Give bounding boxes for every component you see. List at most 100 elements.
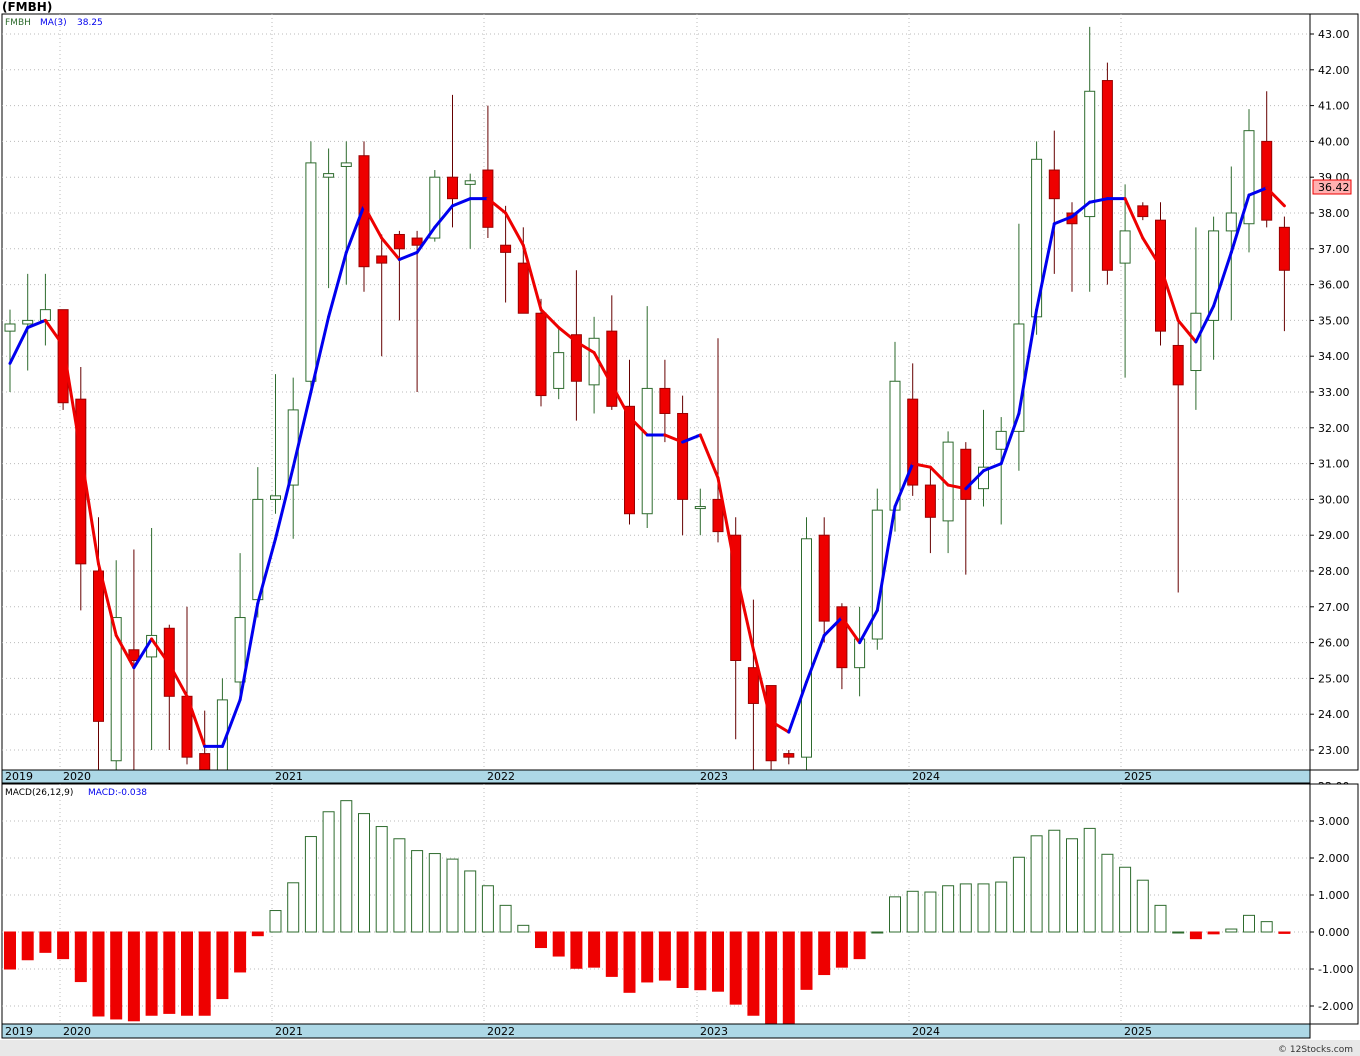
ma-segment — [1088, 197, 1109, 204]
macd-bar — [322, 811, 335, 933]
candle-body — [39, 309, 51, 321]
candle-body — [907, 398, 919, 486]
x-tick-label: 2019 — [5, 770, 33, 783]
x-tick-label: 2020 — [63, 1025, 91, 1038]
macd-bar — [676, 931, 689, 988]
price-tick-label: 32.00 — [1318, 422, 1350, 435]
macd-bar — [1066, 838, 1078, 933]
ma-segment — [1265, 186, 1286, 208]
macd-bar — [995, 881, 1008, 933]
ma-segment — [663, 433, 685, 444]
ma-segment — [167, 662, 189, 698]
ma3-line — [8, 186, 1286, 748]
macd-bar — [1048, 829, 1061, 933]
candle-body — [570, 334, 582, 382]
x-tick-label: 2020 — [63, 770, 91, 783]
x-tick-label: 2019 — [5, 1025, 33, 1038]
price-tick-label: 38.00 — [1318, 207, 1350, 220]
ma-segment — [1052, 215, 1074, 226]
macd-bar — [1030, 835, 1043, 933]
price-tick-label: 43.00 — [1318, 28, 1350, 41]
price-tick-label: 33.00 — [1318, 386, 1350, 399]
ma-segment — [574, 340, 596, 355]
macd-bar — [871, 931, 884, 934]
ma-segment — [380, 236, 401, 262]
candle-body — [818, 534, 830, 622]
ma-segment — [999, 411, 1021, 466]
price-tick-label: 28.00 — [1318, 565, 1350, 578]
price-tick-label: 30.00 — [1318, 493, 1350, 506]
ma-segment — [681, 433, 702, 444]
macd-tick-label: -1.000 — [1318, 963, 1353, 976]
last-price-box — [1312, 179, 1352, 195]
ma-segment — [256, 537, 277, 605]
legend-macd-value: MACD:-0.038 — [88, 788, 147, 798]
ma-segment — [486, 197, 508, 215]
candle-body — [694, 506, 706, 510]
candle-body — [712, 498, 724, 533]
macd-tick-label: 0.000 — [1318, 926, 1350, 939]
macd-bar — [1172, 931, 1185, 934]
ma-segment — [769, 719, 791, 734]
ma-segment — [132, 637, 154, 670]
macd-bar — [694, 931, 707, 991]
ma-segment — [521, 243, 543, 312]
candle-body — [447, 176, 458, 200]
candle-body — [836, 606, 848, 669]
candle-body — [305, 162, 317, 382]
ma-segment — [858, 608, 879, 645]
macd-tick-label: 2.000 — [1318, 852, 1350, 865]
macd-bar — [92, 931, 105, 1017]
candle-body — [606, 330, 618, 407]
ma-segment — [982, 462, 1003, 473]
ma-segment — [911, 462, 932, 469]
price-tick-label: 40.00 — [1318, 135, 1350, 148]
macd-bar — [4, 931, 16, 970]
ma-segment — [1247, 186, 1269, 197]
price-tick-label: 26.00 — [1318, 637, 1350, 650]
price-tick-label: 27.00 — [1318, 601, 1350, 614]
macd-bar — [481, 885, 494, 933]
candle-body — [783, 753, 795, 758]
macd-bar — [181, 931, 193, 1016]
ma-segment — [362, 204, 384, 240]
price-tick-label: 41.00 — [1318, 100, 1350, 113]
macd-bar — [729, 931, 742, 1005]
candle-body — [995, 430, 1007, 450]
macd-bar — [623, 931, 636, 993]
macd-bar — [1207, 931, 1220, 935]
candle-body — [1101, 80, 1113, 271]
macd-bar — [163, 931, 176, 1014]
macd-bar — [499, 904, 512, 933]
candle-body — [358, 155, 370, 268]
macd-bar — [800, 931, 813, 990]
candle-body — [624, 405, 635, 515]
macd-tick-label: 3.000 — [1318, 815, 1350, 828]
macd-bar — [216, 931, 229, 1000]
x-tick-label: 2021 — [275, 1025, 303, 1038]
macd-bar — [1119, 866, 1132, 933]
macd-bar — [1189, 931, 1202, 940]
macd-bar — [287, 882, 300, 933]
macd-bar — [57, 931, 70, 960]
macd-bar — [21, 931, 34, 961]
candle-body — [677, 412, 689, 500]
ma-segment — [309, 315, 331, 394]
candle-body — [411, 237, 423, 246]
x-tick-label: 2025 — [1124, 770, 1152, 783]
ma-segment — [1194, 304, 1216, 344]
macd-bar — [977, 883, 990, 933]
candle-body — [1243, 130, 1255, 225]
macd-bar — [375, 826, 388, 933]
candle-body — [659, 387, 671, 414]
legend-ma: MA(3) — [40, 18, 67, 28]
ma-segment — [43, 318, 65, 347]
macd-y-axis: 3.000 2.000 1.000 0.000 -1.000 -2.000 — [1310, 815, 1353, 1013]
candle-body — [93, 570, 104, 722]
candle-body — [393, 233, 405, 250]
ma-segment — [1229, 193, 1251, 254]
candle-body — [1172, 344, 1184, 386]
macd-bar — [39, 931, 52, 953]
macd-bar — [588, 931, 601, 968]
